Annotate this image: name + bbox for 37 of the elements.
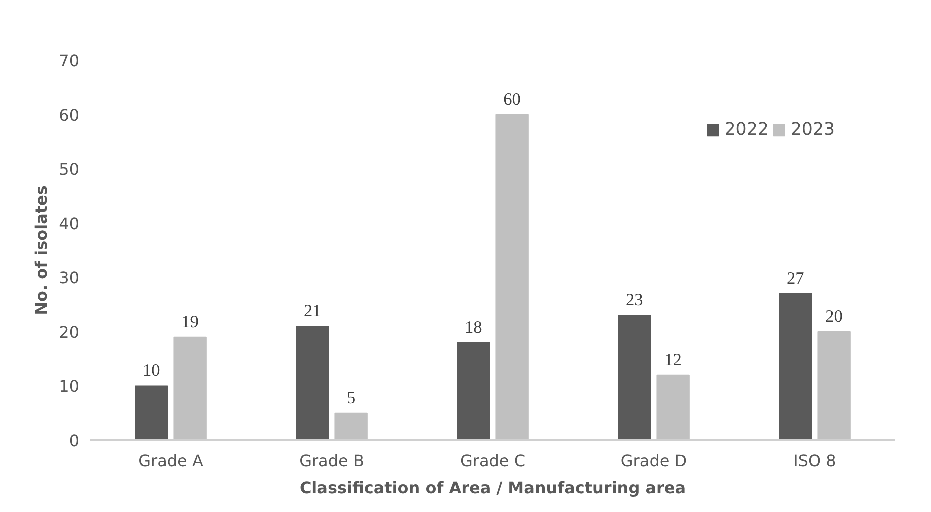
- bar: [496, 114, 529, 440]
- y-tick-label: 40: [59, 214, 80, 234]
- x-tick-label: Grade A: [138, 452, 204, 470]
- x-tick-label: Grade D: [620, 452, 688, 470]
- bar: [334, 412, 368, 440]
- y-tick-label: 50: [59, 160, 80, 180]
- bar: [296, 326, 330, 440]
- legend-label: 2022: [724, 120, 769, 140]
- legend-label: 2023: [790, 120, 835, 140]
- data-label: 20: [826, 306, 843, 326]
- y-axis-title: No. of isolates: [32, 186, 52, 316]
- data-label: 19: [182, 312, 199, 332]
- y-tick-label: 60: [59, 106, 80, 125]
- bar: [779, 293, 812, 440]
- data-label: 23: [626, 290, 644, 310]
- data-label: 18: [465, 318, 482, 337]
- data-label: 10: [143, 361, 160, 380]
- x-tick-label: Grade C: [460, 452, 526, 470]
- data-label: 5: [346, 388, 356, 408]
- x-tick-label: ISO 8: [794, 452, 836, 470]
- data-label: 12: [664, 350, 682, 370]
- bar: [135, 386, 168, 440]
- x-tick-label: Grade B: [300, 452, 364, 470]
- bar: [818, 331, 851, 440]
- data-label: 21: [304, 302, 322, 320]
- y-tick-label: 0: [69, 432, 80, 450]
- bar: [656, 374, 690, 440]
- y-tick-label: 70: [59, 52, 80, 70]
- y-tick-label: 30: [59, 268, 80, 288]
- y-tick-label: 20: [59, 322, 80, 342]
- data-label: 27: [787, 268, 805, 288]
- data-label: 60: [504, 90, 521, 109]
- bar: [618, 315, 652, 440]
- bar: [457, 342, 490, 440]
- x-axis-title: Classification of Area / Manufacturing area: [300, 478, 686, 498]
- bar: [174, 336, 207, 440]
- y-tick-label: 10: [59, 377, 80, 396]
